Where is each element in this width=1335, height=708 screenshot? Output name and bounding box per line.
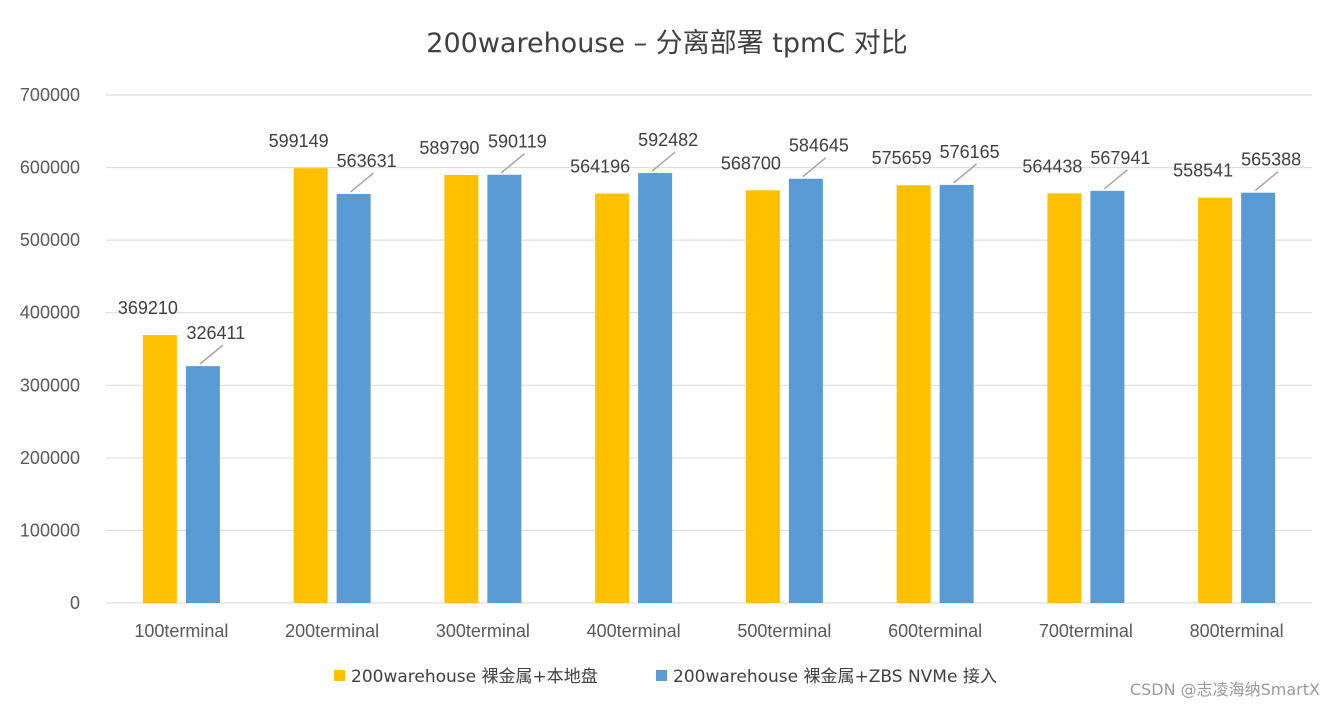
watermark: CSDN @志凌海纳SmartX bbox=[1130, 680, 1320, 699]
data-label-series-1: 575659 bbox=[872, 148, 932, 168]
data-label-series-2: 567941 bbox=[1090, 148, 1150, 168]
data-label-series-2: 326411 bbox=[187, 323, 246, 343]
data-label-series-1: 564438 bbox=[1022, 156, 1082, 176]
data-label-series-2: 592482 bbox=[638, 130, 698, 150]
bar-series-1 bbox=[595, 193, 630, 603]
bar-series-2 bbox=[1090, 190, 1125, 603]
bar-series-1 bbox=[745, 190, 780, 603]
bar-series-2 bbox=[1241, 192, 1276, 603]
bar-series-2 bbox=[487, 174, 522, 603]
bar-series-2 bbox=[336, 193, 371, 603]
y-tick-label: 200000 bbox=[20, 448, 80, 468]
bar-series-2 bbox=[638, 173, 673, 603]
label-leader-line bbox=[1103, 169, 1128, 190]
data-label-series-2: 584645 bbox=[789, 136, 849, 156]
bar-series-1 bbox=[142, 335, 177, 603]
x-category-label: 100terminal bbox=[134, 621, 228, 641]
y-tick-label: 100000 bbox=[20, 520, 80, 540]
y-tick-label: 300000 bbox=[20, 375, 80, 395]
chart-title: 200warehouse – 分离部署 tpmC 对比 bbox=[426, 28, 907, 59]
bar-series-2 bbox=[939, 184, 974, 603]
bar-series-2 bbox=[185, 366, 220, 603]
y-tick-label: 0 bbox=[70, 593, 80, 613]
label-leader-line bbox=[350, 172, 375, 193]
legend-swatch-series-2 bbox=[656, 670, 667, 681]
legend: 200warehouse 裸金属+本地盘 200warehouse 裸金属+ZB… bbox=[334, 667, 997, 687]
x-category-label: 600terminal bbox=[888, 621, 982, 641]
legend-label-series-2: 200warehouse 裸金属+ZBS NVMe 接入 bbox=[673, 667, 997, 687]
bar-series-2 bbox=[788, 178, 823, 603]
x-category-label: 400terminal bbox=[587, 621, 681, 641]
gridlines bbox=[106, 94, 1312, 604]
data-label-series-2: 576165 bbox=[940, 142, 1000, 162]
label-leader-lines bbox=[199, 151, 1279, 365]
data-label-series-1: 599149 bbox=[269, 131, 329, 151]
legend-label-series-1: 200warehouse 裸金属+本地盘 bbox=[351, 667, 598, 687]
bar-series-1 bbox=[1198, 197, 1233, 603]
data-label-series-1: 558541 bbox=[1173, 161, 1233, 181]
data-label-series-1: 564196 bbox=[570, 157, 630, 177]
y-tick-label: 600000 bbox=[20, 158, 80, 178]
label-leader-line bbox=[1254, 171, 1279, 192]
x-category-label: 800terminal bbox=[1190, 621, 1284, 641]
data-label-series-1: 369210 bbox=[118, 298, 178, 318]
label-leader-line bbox=[500, 153, 525, 174]
label-leader-line bbox=[199, 344, 224, 365]
x-category-label: 200terminal bbox=[285, 621, 379, 641]
bar-series-1 bbox=[444, 174, 479, 604]
bars bbox=[142, 168, 1276, 604]
y-tick-label: 700000 bbox=[20, 85, 80, 105]
y-tick-label: 500000 bbox=[20, 230, 80, 250]
data-label-series-2: 590119 bbox=[488, 132, 547, 152]
legend-swatch-series-1 bbox=[334, 670, 345, 681]
x-category-label: 700terminal bbox=[1039, 621, 1133, 641]
x-axis-categories: 100terminal 200terminal 300terminal 400term… bbox=[134, 621, 1283, 641]
label-leader-line bbox=[802, 157, 827, 178]
x-category-label: 500terminal bbox=[737, 621, 831, 641]
data-label-series-2: 563631 bbox=[337, 151, 397, 171]
label-leader-line bbox=[953, 163, 978, 184]
bar-series-1 bbox=[293, 168, 328, 603]
y-axis-ticks: 0 100000 200000 300000 400000 500000 600000 700… bbox=[20, 85, 80, 613]
data-label-series-1: 568700 bbox=[721, 153, 781, 173]
label-leader-line bbox=[651, 151, 676, 172]
data-label-series-2: 565388 bbox=[1241, 150, 1301, 170]
y-tick-label: 400000 bbox=[20, 303, 80, 323]
data-labels: 369210 326411 599149 563631 589790 590119 5641… bbox=[118, 130, 1301, 343]
bar-series-1 bbox=[896, 185, 931, 604]
x-category-label: 300terminal bbox=[436, 621, 530, 641]
data-label-series-1: 589790 bbox=[419, 138, 479, 158]
bar-series-1 bbox=[1047, 193, 1082, 603]
